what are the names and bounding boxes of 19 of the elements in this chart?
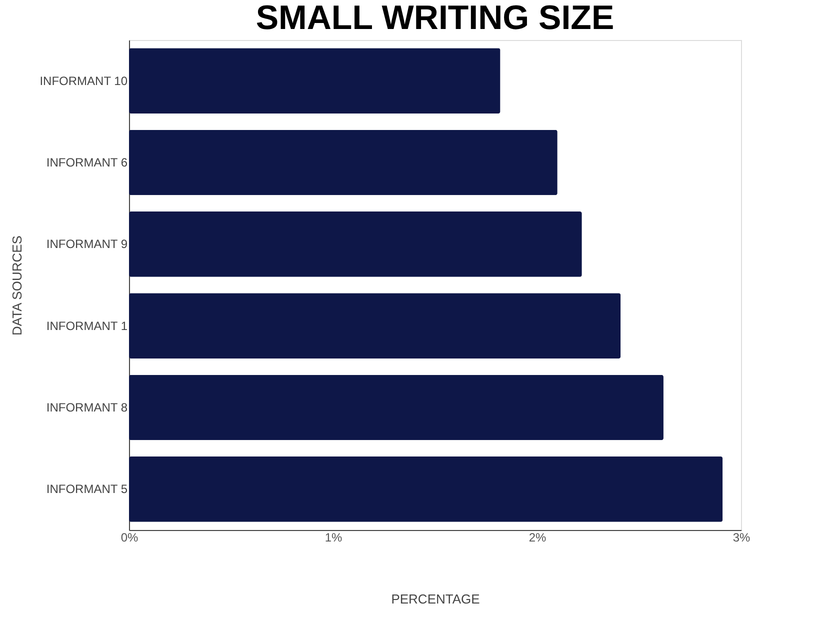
- x-tick-label: 2%: [528, 530, 546, 544]
- y-tick-label: INFORMANT 10: [40, 74, 128, 88]
- bar: [129, 456, 723, 522]
- x-axis-title: PERCENTAGE: [391, 592, 480, 606]
- bar: [129, 48, 500, 114]
- y-tick-label: INFORMANT 6: [46, 156, 128, 170]
- chart-title: SMALL WRITING SIZE: [256, 0, 614, 37]
- y-tick-label: INFORMANT 8: [46, 400, 128, 414]
- x-tick-label: 3%: [732, 530, 750, 544]
- y-tick-label: INFORMANT 5: [46, 482, 128, 496]
- x-tick-label: 1%: [324, 530, 342, 544]
- y-tick-label: INFORMANT 1: [46, 318, 128, 333]
- x-tick-label: 0%: [120, 530, 138, 544]
- bar: [129, 293, 621, 358]
- bar: [129, 130, 558, 196]
- bar: [129, 212, 582, 277]
- y-axis-title: DATA SOURCES: [9, 235, 24, 336]
- bar: [129, 374, 664, 440]
- y-tick-label: INFORMANT 9: [46, 237, 128, 252]
